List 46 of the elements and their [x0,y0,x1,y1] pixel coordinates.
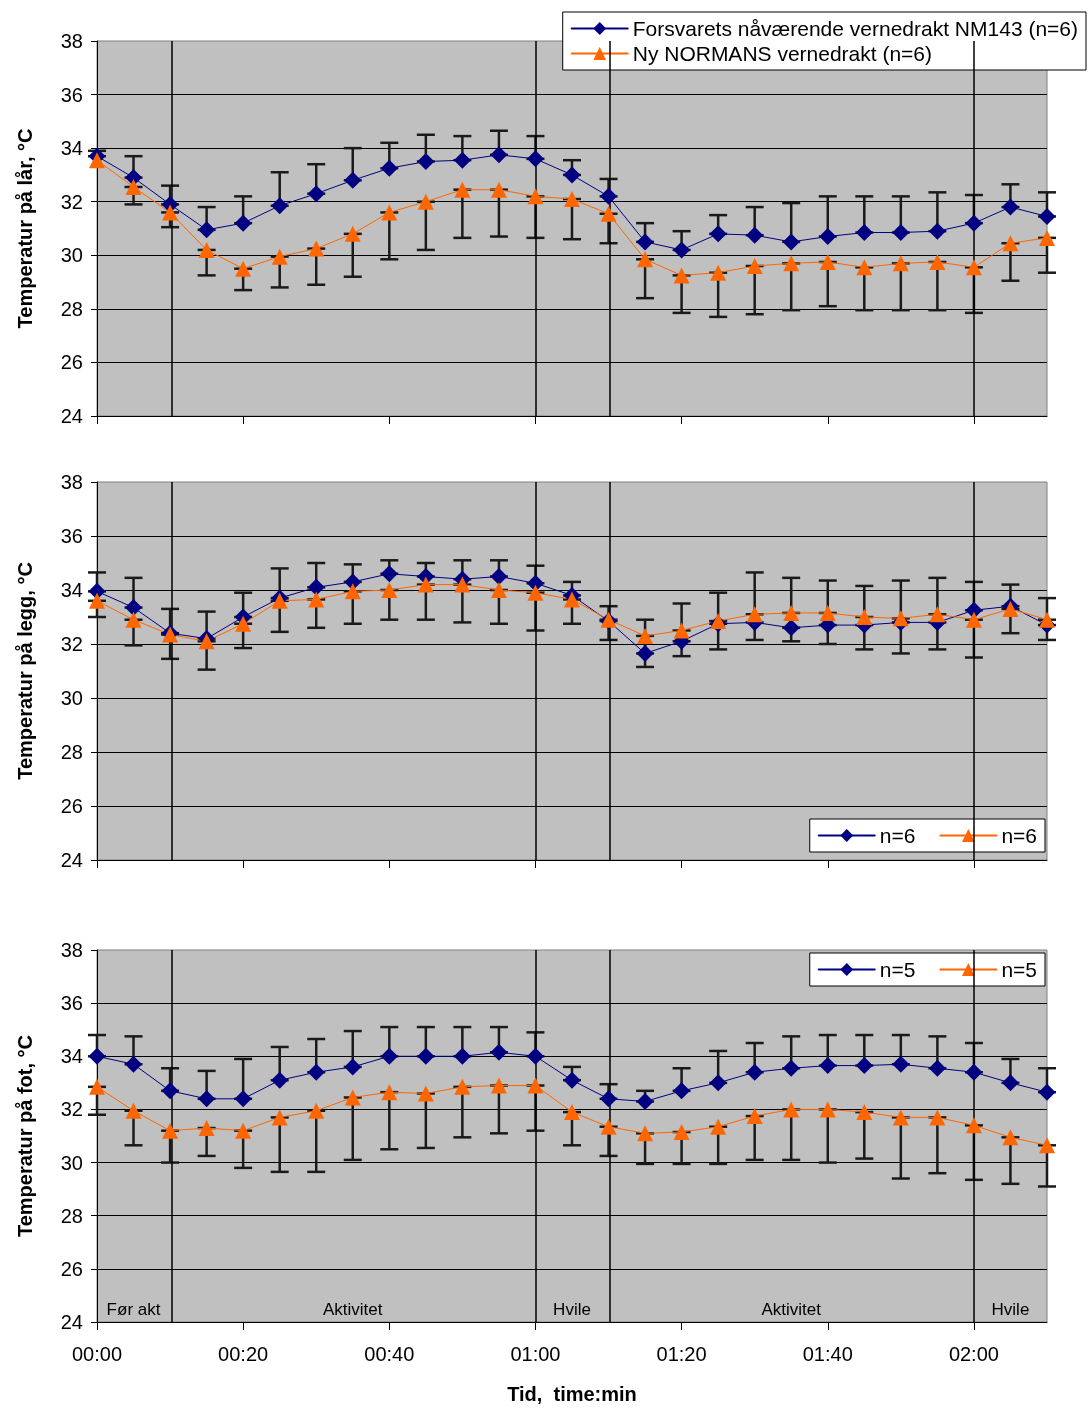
y-tick-label: 38 [60,471,83,493]
legend-label: n=5 [1001,958,1037,981]
y-tick-label: 32 [60,190,83,213]
legend-label: Ny NORMANS vernedrakt (n=6) [632,42,933,65]
y-tick-label: 30 [60,687,83,709]
x-axis-title: Tid, time:min [507,1383,637,1405]
y-tick-label: 32 [60,1098,83,1121]
annotation: Aktivitet [323,1300,383,1319]
legend-label: Forsvarets nåværende vernedrakt NM143 (n=6) [632,17,1079,40]
y-tick-label: 28 [60,741,83,763]
y-tick-label: 30 [60,1151,83,1174]
y-tick-label: 34 [60,137,83,160]
y-tick-label: 28 [60,297,83,320]
annotation: Aktivitet [761,1300,822,1319]
y-tick-label: 36 [60,83,83,106]
y-tick-label: 26 [60,1257,83,1280]
y-tick-label: 34 [60,1045,83,1068]
annotation: Hvile [553,1300,591,1319]
y-tick-label: 24 [60,405,83,427]
y-tick-label: 36 [60,992,83,1015]
y-tick-label: 26 [60,351,83,374]
y-tick-label: 30 [60,244,83,267]
y-tick-label: 38 [60,939,83,961]
y-tick-label: 34 [60,579,83,601]
x-tick-label: 02:00 [948,1343,999,1365]
y-tick-label: 24 [60,849,83,871]
y-axis-title: Temperatur på fot, °C [14,1034,36,1238]
y-tick-label: 38 [60,30,83,52]
y-tick-label: 24 [60,1311,83,1333]
legend-label: n=6 [879,824,916,847]
annotation: Hvile [991,1300,1030,1319]
y-tick-label: 32 [60,633,83,655]
x-tick-label: 01:20 [656,1343,707,1365]
y-axis-title: Temperatur på legg, °C [14,562,36,780]
x-tick-label: 01:40 [802,1343,853,1365]
legend-label: n=6 [1001,824,1037,847]
y-tick-label: 28 [60,1204,83,1227]
x-tick-label: 00:00 [71,1343,123,1365]
annotation: Før akt [106,1300,161,1319]
legend-label: n=5 [879,958,916,981]
y-axis-title: Temperatur på lår, °C [14,128,36,329]
x-tick-label: 00:40 [364,1343,415,1365]
x-tick-label: 00:20 [218,1343,269,1365]
y-tick-label: 36 [60,525,83,547]
x-tick-label: 01:00 [510,1343,561,1365]
y-tick-label: 26 [60,795,83,817]
